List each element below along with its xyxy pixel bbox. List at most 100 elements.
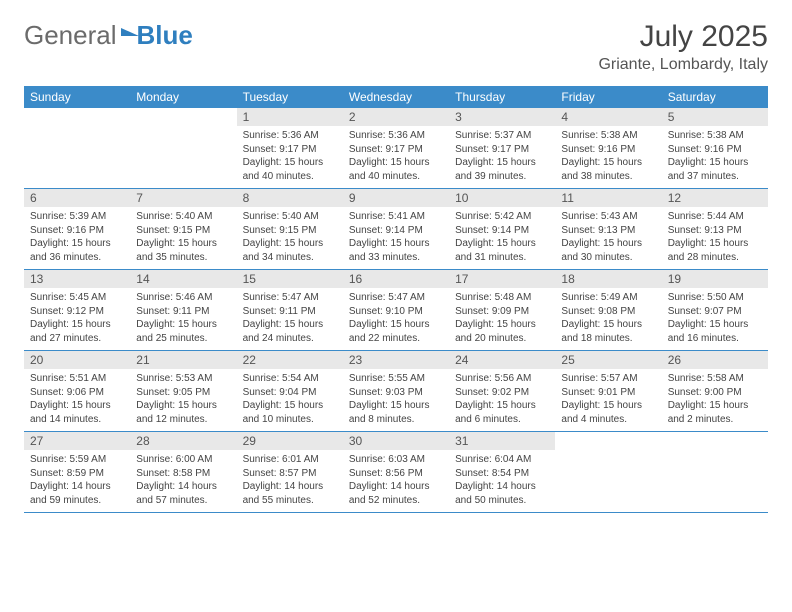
day-number: 19 — [662, 270, 768, 288]
sunrise-line: Sunrise: 5:36 AM — [243, 129, 337, 143]
daylight-line: Daylight: 15 hours and 34 minutes. — [243, 237, 337, 264]
sunrise-line: Sunrise: 5:57 AM — [561, 372, 655, 386]
logo-sail-icon — [121, 28, 139, 36]
day-number: 18 — [555, 270, 661, 288]
sunset-line: Sunset: 9:17 PM — [243, 143, 337, 157]
sunset-line: Sunset: 9:17 PM — [349, 143, 443, 157]
daylight-line: Daylight: 15 hours and 20 minutes. — [455, 318, 549, 345]
day-body: Sunrise: 5:59 AMSunset: 8:59 PMDaylight:… — [24, 450, 130, 512]
day-body: Sunrise: 5:48 AMSunset: 9:09 PMDaylight:… — [449, 288, 555, 350]
day-cell: 14Sunrise: 5:46 AMSunset: 9:11 PMDayligh… — [130, 270, 236, 351]
day-number: 2 — [343, 108, 449, 126]
day-number: 7 — [130, 189, 236, 207]
day-body — [555, 450, 661, 506]
sunrise-line: Sunrise: 5:48 AM — [455, 291, 549, 305]
day-cell: 25Sunrise: 5:57 AMSunset: 9:01 PMDayligh… — [555, 351, 661, 432]
sunset-line: Sunset: 9:17 PM — [455, 143, 549, 157]
week-row: 6Sunrise: 5:39 AMSunset: 9:16 PMDaylight… — [24, 189, 768, 270]
day-body: Sunrise: 5:38 AMSunset: 9:16 PMDaylight:… — [555, 126, 661, 188]
sunset-line: Sunset: 9:15 PM — [136, 224, 230, 238]
day-cell: 27Sunrise: 5:59 AMSunset: 8:59 PMDayligh… — [24, 432, 130, 513]
day-number: 3 — [449, 108, 555, 126]
day-body: Sunrise: 5:57 AMSunset: 9:01 PMDaylight:… — [555, 369, 661, 431]
daylight-line: Daylight: 15 hours and 27 minutes. — [30, 318, 124, 345]
title-block: July 2025 Griante, Lombardy, Italy — [598, 20, 768, 74]
day-cell: 21Sunrise: 5:53 AMSunset: 9:05 PMDayligh… — [130, 351, 236, 432]
sunrise-line: Sunrise: 5:55 AM — [349, 372, 443, 386]
day-cell: 9Sunrise: 5:41 AMSunset: 9:14 PMDaylight… — [343, 189, 449, 270]
day-number: 8 — [237, 189, 343, 207]
day-body: Sunrise: 5:36 AMSunset: 9:17 PMDaylight:… — [237, 126, 343, 188]
day-body — [130, 126, 236, 182]
daylight-line: Daylight: 15 hours and 25 minutes. — [136, 318, 230, 345]
sunset-line: Sunset: 9:13 PM — [561, 224, 655, 238]
sunset-line: Sunset: 8:58 PM — [136, 467, 230, 481]
day-body: Sunrise: 6:03 AMSunset: 8:56 PMDaylight:… — [343, 450, 449, 512]
week-row: 27Sunrise: 5:59 AMSunset: 8:59 PMDayligh… — [24, 432, 768, 513]
daylight-line: Daylight: 15 hours and 39 minutes. — [455, 156, 549, 183]
daylight-line: Daylight: 15 hours and 6 minutes. — [455, 399, 549, 426]
daylight-line: Daylight: 15 hours and 30 minutes. — [561, 237, 655, 264]
day-number: 21 — [130, 351, 236, 369]
location: Griante, Lombardy, Italy — [598, 56, 768, 74]
day-cell — [555, 432, 661, 513]
sunrise-line: Sunrise: 5:38 AM — [668, 129, 762, 143]
sunset-line: Sunset: 9:13 PM — [668, 224, 762, 238]
day-body: Sunrise: 5:38 AMSunset: 9:16 PMDaylight:… — [662, 126, 768, 188]
dow-thursday: Thursday — [449, 86, 555, 108]
sunrise-line: Sunrise: 5:40 AM — [136, 210, 230, 224]
calendar-table: SundayMondayTuesdayWednesdayThursdayFrid… — [24, 86, 768, 513]
day-body: Sunrise: 5:40 AMSunset: 9:15 PMDaylight:… — [237, 207, 343, 269]
dow-wednesday: Wednesday — [343, 86, 449, 108]
day-cell: 17Sunrise: 5:48 AMSunset: 9:09 PMDayligh… — [449, 270, 555, 351]
sunrise-line: Sunrise: 5:38 AM — [561, 129, 655, 143]
daylight-line: Daylight: 15 hours and 10 minutes. — [243, 399, 337, 426]
day-number: 15 — [237, 270, 343, 288]
day-number: 31 — [449, 432, 555, 450]
sunset-line: Sunset: 9:05 PM — [136, 386, 230, 400]
day-body — [24, 126, 130, 182]
daylight-line: Daylight: 15 hours and 18 minutes. — [561, 318, 655, 345]
sunrise-line: Sunrise: 5:50 AM — [668, 291, 762, 305]
week-row: 20Sunrise: 5:51 AMSunset: 9:06 PMDayligh… — [24, 351, 768, 432]
header: General Blue July 2025 Griante, Lombardy… — [24, 20, 768, 74]
day-number: 20 — [24, 351, 130, 369]
day-number — [130, 108, 236, 126]
day-number: 4 — [555, 108, 661, 126]
daylight-line: Daylight: 15 hours and 33 minutes. — [349, 237, 443, 264]
day-number: 26 — [662, 351, 768, 369]
sunset-line: Sunset: 9:00 PM — [668, 386, 762, 400]
sunset-line: Sunset: 9:08 PM — [561, 305, 655, 319]
sunrise-line: Sunrise: 5:42 AM — [455, 210, 549, 224]
sunrise-line: Sunrise: 5:56 AM — [455, 372, 549, 386]
sunset-line: Sunset: 9:16 PM — [668, 143, 762, 157]
day-cell: 18Sunrise: 5:49 AMSunset: 9:08 PMDayligh… — [555, 270, 661, 351]
day-cell: 24Sunrise: 5:56 AMSunset: 9:02 PMDayligh… — [449, 351, 555, 432]
sunset-line: Sunset: 8:54 PM — [455, 467, 549, 481]
day-cell: 10Sunrise: 5:42 AMSunset: 9:14 PMDayligh… — [449, 189, 555, 270]
daylight-line: Daylight: 15 hours and 37 minutes. — [668, 156, 762, 183]
sunrise-line: Sunrise: 5:46 AM — [136, 291, 230, 305]
logo-word2: Blue — [137, 20, 193, 51]
day-number: 5 — [662, 108, 768, 126]
sunrise-line: Sunrise: 5:36 AM — [349, 129, 443, 143]
dow-monday: Monday — [130, 86, 236, 108]
day-cell: 15Sunrise: 5:47 AMSunset: 9:11 PMDayligh… — [237, 270, 343, 351]
day-number: 29 — [237, 432, 343, 450]
day-number: 16 — [343, 270, 449, 288]
day-number: 11 — [555, 189, 661, 207]
dow-sunday: Sunday — [24, 86, 130, 108]
day-body: Sunrise: 5:41 AMSunset: 9:14 PMDaylight:… — [343, 207, 449, 269]
day-body: Sunrise: 5:37 AMSunset: 9:17 PMDaylight:… — [449, 126, 555, 188]
day-number: 6 — [24, 189, 130, 207]
day-number: 10 — [449, 189, 555, 207]
sunset-line: Sunset: 9:07 PM — [668, 305, 762, 319]
sunset-line: Sunset: 8:57 PM — [243, 467, 337, 481]
sunrise-line: Sunrise: 5:41 AM — [349, 210, 443, 224]
day-body: Sunrise: 5:50 AMSunset: 9:07 PMDaylight:… — [662, 288, 768, 350]
sunset-line: Sunset: 9:02 PM — [455, 386, 549, 400]
daylight-line: Daylight: 15 hours and 28 minutes. — [668, 237, 762, 264]
sunset-line: Sunset: 9:14 PM — [455, 224, 549, 238]
week-row: 13Sunrise: 5:45 AMSunset: 9:12 PMDayligh… — [24, 270, 768, 351]
dow-tuesday: Tuesday — [237, 86, 343, 108]
